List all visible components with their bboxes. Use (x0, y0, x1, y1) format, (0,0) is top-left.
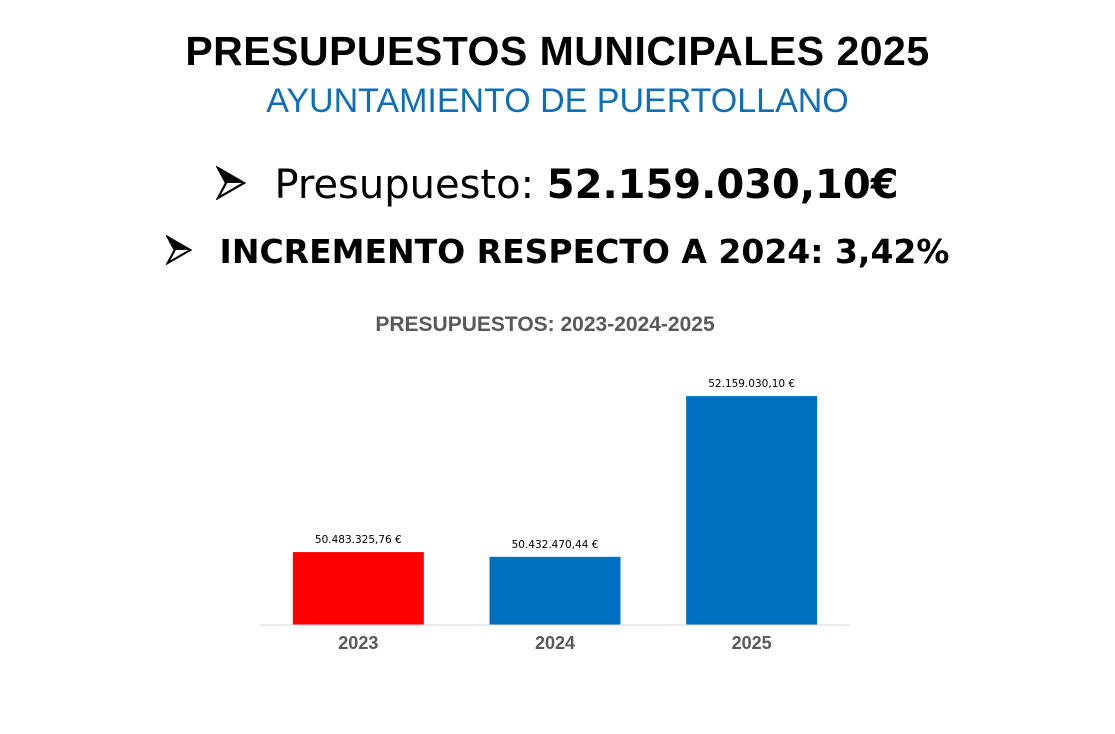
increment-bullet: INCREMENTO RESPECTO A 2024: 3,42% (0, 232, 1115, 273)
data-label-2025: 52.159.030,10 € (708, 378, 795, 390)
arrow-bullet-icon (215, 164, 247, 210)
x-tick-label-2024: 2024 (535, 633, 575, 653)
budget-amount: 52.159.030,10€ (546, 162, 899, 208)
budget-label: Presupuesto: (274, 162, 547, 208)
page-title: PRESUPUESTOS MUNICIPALES 2025 (185, 28, 930, 74)
increment-label: INCREMENTO RESPECTO A 2024: 3,42% (219, 232, 950, 271)
data-label-2024: 50.432.470,44 € (512, 539, 599, 551)
data-label-2023: 50.483.325,76 € (315, 534, 402, 546)
bar-2023 (292, 552, 424, 625)
bar-2025 (686, 396, 818, 625)
chart-title: PRESUPUESTOS: 2023-2024-2025 (375, 313, 715, 336)
budget-chart: PRESUPUESTOS: 2023-2024-2025 50.483.325,7… (0, 300, 1115, 680)
budget-bullet: Presupuesto: 52.159.030,10€ (0, 162, 1115, 210)
x-tick-label-2025: 2025 (732, 633, 772, 653)
x-tick-label-2023: 2023 (338, 633, 378, 653)
page-subtitle: AYUNTAMIENTO DE PUERTOLLANO (266, 82, 849, 120)
arrow-bullet-icon (164, 234, 192, 273)
bar-2024 (489, 556, 621, 625)
bar-chart-svg: PRESUPUESTOS: 2023-2024-2025 50.483.325,7… (260, 313, 850, 653)
